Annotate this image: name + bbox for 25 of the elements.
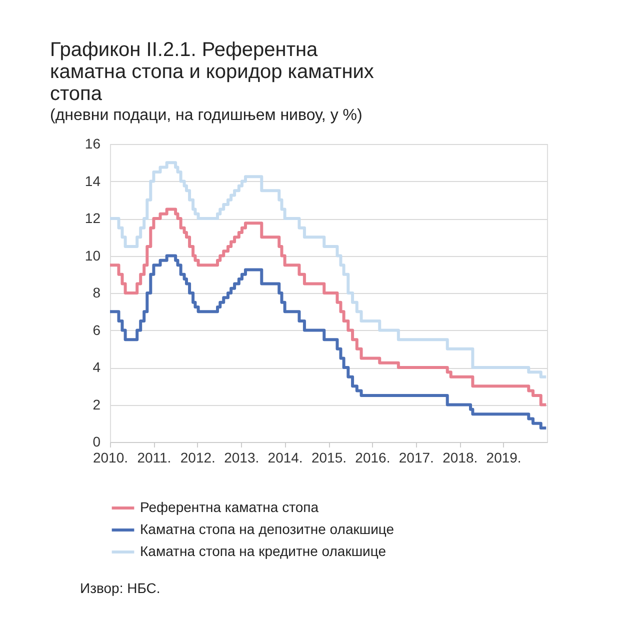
y-tick-label: 10 — [84, 247, 101, 264]
chart-subtitle: (дневни подаци, на годишњем нивоу, у %) — [50, 107, 362, 124]
chart-title: Графикон II.2.1. Референтна каматна стопа и коридор каматних стопа — [50, 39, 374, 105]
x-tick-label: 2016. — [355, 450, 390, 466]
x-tick-label: 2019. — [486, 450, 522, 466]
y-tick-label: 14 — [84, 172, 101, 189]
y-tick-label: 16 — [84, 136, 101, 152]
y-tick-label: 8 — [92, 284, 101, 300]
x-tick-label: 2017. — [398, 450, 434, 466]
y-tick-label: 12 — [84, 210, 101, 226]
x-tick-label: 2010. — [92, 450, 128, 466]
x-tick-label: 2014. — [268, 450, 303, 466]
text: Извор: НБС. — [80, 580, 160, 596]
x-tick-label: 2011. — [137, 450, 172, 466]
legend-label: Каматна стопа на депозитне олакшице — [140, 521, 394, 537]
x-tick-label: 2013. — [224, 450, 260, 466]
x-tick-label: 2012. — [180, 450, 216, 466]
x-tick-label: 2018. — [442, 450, 478, 466]
legend-label: Каматна стопа на кредитне олакшице — [140, 543, 386, 559]
y-tick-label: 6 — [92, 322, 101, 338]
y-tick-label: 4 — [92, 359, 101, 375]
x-tick-label: 2015. — [311, 450, 347, 466]
y-tick-label: 0 — [92, 434, 101, 450]
legend-label: Референтна каматна стопа — [140, 499, 319, 515]
y-tick-label: 2 — [92, 396, 101, 412]
